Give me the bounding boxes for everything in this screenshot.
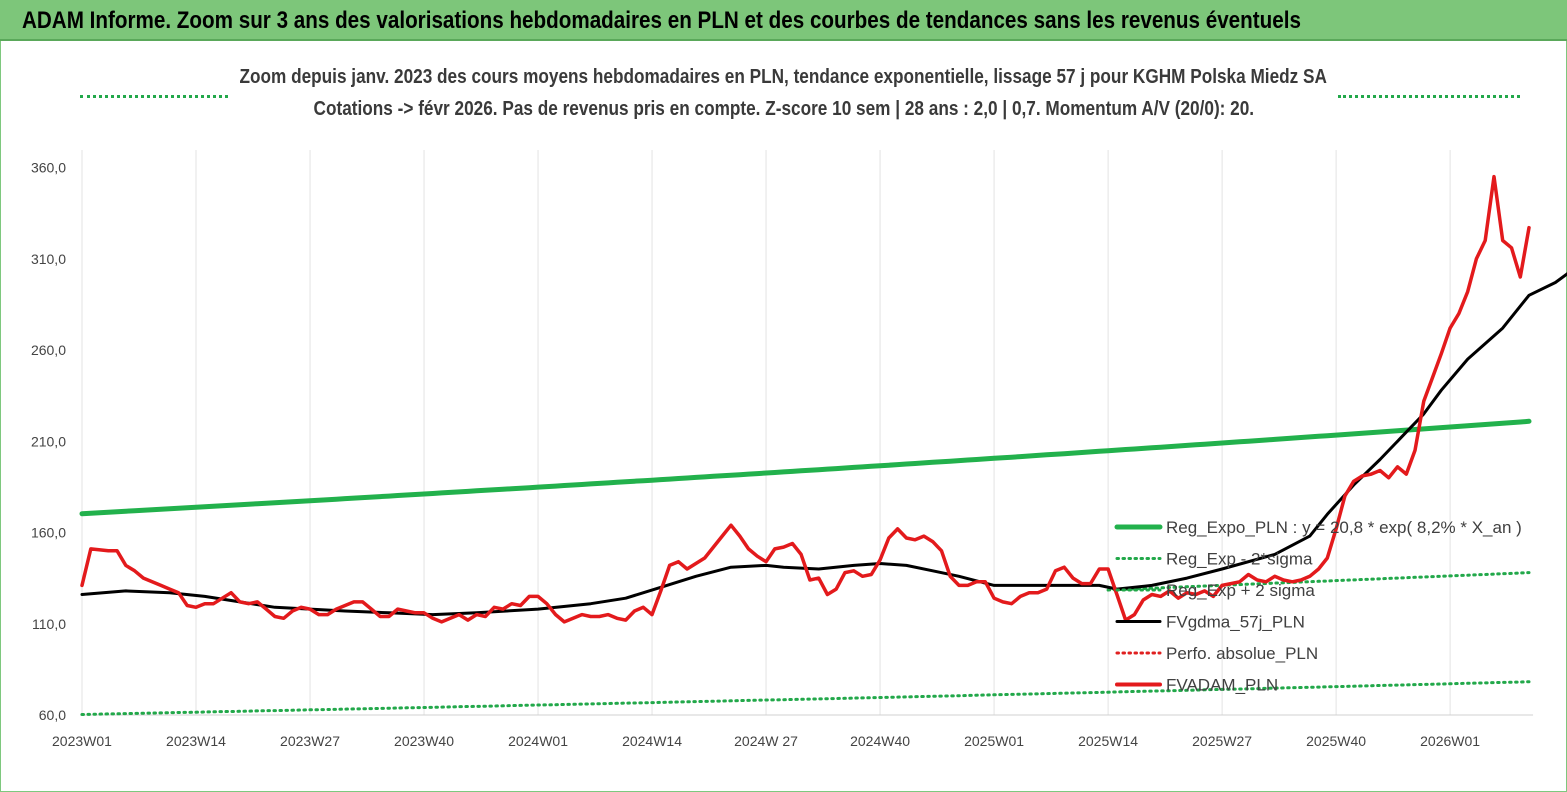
legend-label: FVgdma_57j_PLN bbox=[1166, 613, 1305, 632]
legend-label: Reg_Exp - 2*sigma bbox=[1166, 550, 1313, 569]
legend-label: Reg_Exp + 2 sigma bbox=[1166, 581, 1315, 600]
y-tick-label: 310,0 bbox=[31, 251, 66, 267]
decor-dotted-rule-left bbox=[80, 95, 228, 98]
legend: Reg_Expo_PLN : y = 20,8 * exp( 8,2% * X_… bbox=[1114, 518, 1522, 695]
y-tick-label: 160,0 bbox=[31, 525, 66, 541]
y-tick-label: 110,0 bbox=[32, 616, 66, 632]
legend-label: Perfo. absolue_PLN bbox=[1166, 644, 1318, 663]
x-tick-label: 2023W14 bbox=[166, 733, 226, 749]
x-tick-label: 2023W27 bbox=[280, 733, 340, 749]
chart-title: Zoom depuis janv. 2023 des cours moyens … bbox=[0, 66, 1567, 89]
x-tick-label: 2023W40 bbox=[394, 733, 454, 749]
y-tick-label: 260,0 bbox=[31, 342, 66, 358]
legend-label: Reg_Expo_PLN : y = 20,8 * exp( 8,2% * X_… bbox=[1166, 518, 1522, 537]
series-line-0 bbox=[79, 418, 1532, 517]
y-tick-label: 360,0 bbox=[31, 160, 66, 176]
chart-subtitle: Cotations -> févr 2026. Pas de revenus p… bbox=[0, 98, 1567, 121]
x-tick-label: 2025W01 bbox=[964, 733, 1024, 749]
y-tick-label: 210,0 bbox=[31, 433, 66, 449]
grid-lines bbox=[80, 150, 1534, 716]
x-tick-label: 2024W14 bbox=[622, 733, 682, 749]
y-tick-label: 60,0 bbox=[39, 707, 66, 723]
series-line-2 bbox=[1106, 571, 1531, 592]
x-tick-label: 2024W 27 bbox=[734, 733, 798, 749]
x-tick-label: 2026W01 bbox=[1420, 733, 1480, 749]
legend-label: FVADAM_PLN bbox=[1166, 676, 1278, 695]
decor-dotted-rule-right bbox=[1338, 95, 1520, 98]
series-line-1 bbox=[80, 680, 1531, 716]
x-tick-label: 2025W27 bbox=[1192, 733, 1252, 749]
x-tick-label: 2024W40 bbox=[850, 733, 910, 749]
series-line-5 bbox=[80, 174, 1531, 624]
report-banner: ADAM Informe. Zoom sur 3 ans des valoris… bbox=[0, 0, 1567, 41]
chart-subtitle-text: Cotations -> févr 2026. Pas de revenus p… bbox=[313, 98, 1254, 120]
x-tick-label: 2024W01 bbox=[508, 733, 568, 749]
y-axis: 60,0 110,0 160,0 210,0 260,0 310,0 360,0 bbox=[31, 160, 66, 724]
report-title: ADAM Informe. Zoom sur 3 ans des valoris… bbox=[22, 7, 1301, 34]
x-tick-label: 2025W40 bbox=[1306, 733, 1366, 749]
x-tick-label: 2023W01 bbox=[52, 733, 112, 749]
chart-title-text: Zoom depuis janv. 2023 des cours moyens … bbox=[239, 66, 1328, 88]
x-axis: 2023W01 2023W14 2023W27 2023W40 2024W01 2024W… bbox=[52, 733, 1480, 749]
series-line-3 bbox=[80, 272, 1567, 617]
x-tick-label: 2025W14 bbox=[1078, 733, 1138, 749]
series-layer bbox=[79, 174, 1567, 716]
